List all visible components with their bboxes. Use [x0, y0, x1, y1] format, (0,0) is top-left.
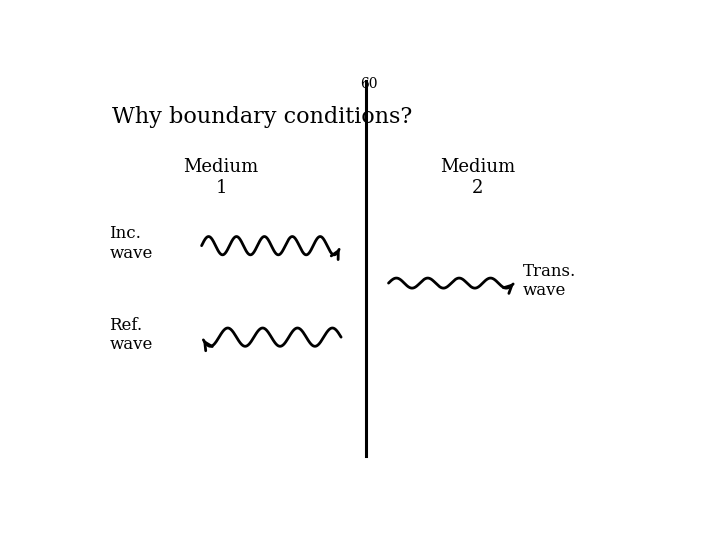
Text: Ref.
wave: Ref. wave	[109, 317, 153, 353]
Text: Why boundary conditions?: Why boundary conditions?	[112, 106, 413, 129]
Text: Inc.
wave: Inc. wave	[109, 225, 153, 262]
Text: Medium
1: Medium 1	[184, 158, 258, 197]
Text: Trans.
wave: Trans. wave	[523, 263, 576, 299]
Text: Medium
2: Medium 2	[440, 158, 516, 197]
Text: 60: 60	[360, 77, 378, 91]
